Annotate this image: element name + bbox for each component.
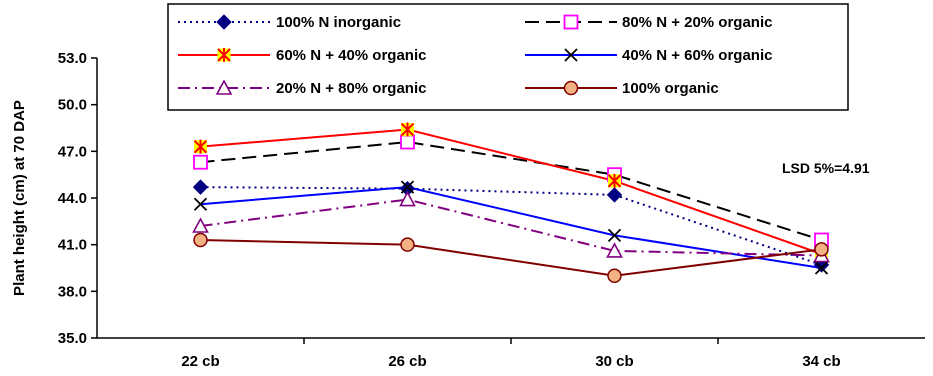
- y-tick-label: 47.0: [58, 143, 87, 160]
- legend-item: 100% organic: [525, 80, 719, 97]
- x-tick-label: 30 cb: [595, 353, 633, 370]
- marker-2-1: [193, 154, 208, 170]
- series-line-5: [200, 198, 822, 257]
- marker-4-3: [607, 228, 622, 242]
- marker-4-4: [814, 261, 829, 275]
- y-tick-label: 35.0: [58, 330, 87, 347]
- y-axis-title: Plant height (cm) at 70 DAP: [11, 100, 28, 296]
- y-tick-label: 44.0: [58, 190, 87, 207]
- legend-item: 20% N + 80% organic: [178, 79, 426, 97]
- marker-6-2: [400, 237, 415, 252]
- marker-1-3: [606, 187, 623, 203]
- marker-5-2: [399, 190, 416, 207]
- marker-5-3: [606, 242, 623, 258]
- legend-label: 100% N inorganic: [276, 14, 401, 31]
- series-line-3: [200, 128, 822, 255]
- legend-item: 40% N + 60% organic: [525, 47, 772, 64]
- x-tick-label: 26 cb: [388, 353, 426, 370]
- y-tick-label: 53.0: [58, 50, 87, 67]
- series-line-6: [200, 239, 822, 277]
- series-lines: [200, 128, 822, 277]
- marker-6-4: [814, 242, 829, 257]
- marker-legend-1: [216, 14, 232, 30]
- marker-legend-6: [563, 80, 579, 96]
- marker-3-3: [607, 173, 622, 188]
- series-line-2: [200, 140, 822, 241]
- marker-5-1: [192, 217, 209, 233]
- marker-3-2: [400, 122, 415, 137]
- marker-6-1: [193, 232, 208, 248]
- x-axis-ticks: 22 cb 26 cb 30 cb 34 cb: [181, 338, 841, 370]
- marker-4-2: [400, 180, 415, 194]
- series-markers: [192, 122, 830, 284]
- legend-label: 80% N + 20% organic: [622, 14, 772, 31]
- lsd-annotation: LSD 5%=4.91: [782, 160, 870, 176]
- marker-6-3: [607, 268, 622, 284]
- marker-legend-2: [563, 14, 579, 30]
- legend-item: 60% N + 40% organic: [178, 47, 426, 64]
- legend-label: 100% organic: [622, 80, 719, 97]
- marker-3-1: [193, 139, 208, 154]
- legend: 100% N inorganic 80% N + 20% organic 60% N…: [178, 14, 772, 97]
- legend-label: 40% N + 60% organic: [622, 47, 772, 64]
- y-axis-ticks: 35.0 38.0 41.0 44.0 47.0 50.0 53.0: [58, 50, 97, 347]
- series-line-4: [200, 186, 822, 269]
- legend-box: [167, 3, 849, 111]
- legend-item: 80% N + 20% organic: [525, 14, 772, 31]
- x-tick-label: 22 cb: [181, 353, 219, 370]
- marker-legend-4: [564, 48, 578, 62]
- marker-legend-5: [215, 79, 233, 95]
- legend-item: 100% N inorganic: [178, 14, 401, 31]
- legend-label: 60% N + 40% organic: [276, 47, 426, 64]
- y-tick-label: 38.0: [58, 283, 87, 300]
- x-tick-label: 34 cb: [802, 353, 840, 370]
- legend-label: 20% N + 80% organic: [276, 80, 426, 97]
- y-tick-label: 50.0: [58, 97, 87, 114]
- y-tick-label: 41.0: [58, 237, 87, 254]
- marker-4-1: [193, 197, 208, 211]
- marker-legend-3: [217, 48, 231, 62]
- marker-1-1: [192, 179, 209, 195]
- series-line-1: [200, 186, 822, 266]
- marker-2-2: [400, 134, 415, 150]
